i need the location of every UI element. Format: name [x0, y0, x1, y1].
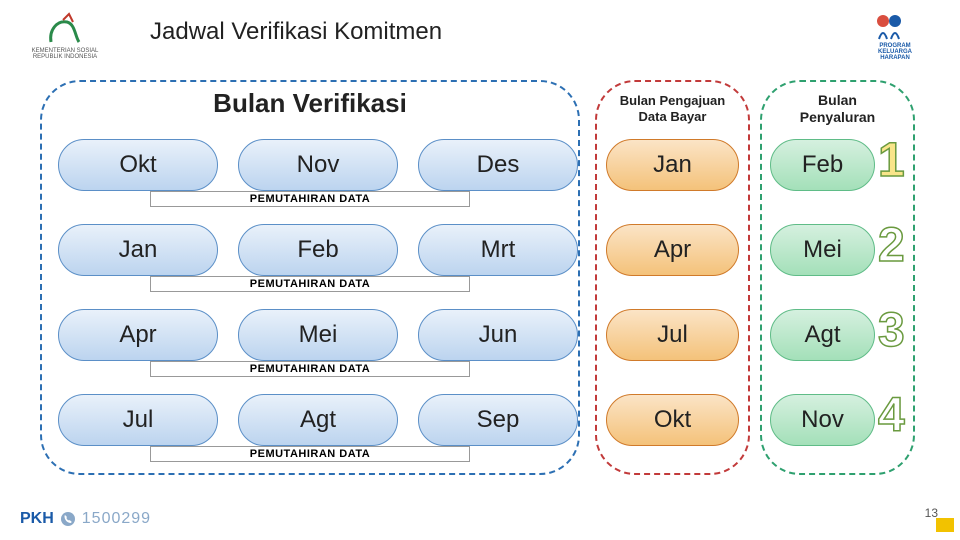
- pengajuan-month-cell: Okt: [606, 394, 739, 446]
- verif-month-cell: Jul: [58, 394, 218, 446]
- logo-right-caption: PROGRAM KELUARGA HARAPAN: [878, 43, 912, 61]
- pengajuan-month-cell: Jan: [606, 139, 739, 191]
- verif-month-cell: Agt: [238, 394, 398, 446]
- verif-month-cell: Nov: [238, 139, 398, 191]
- verif-month-cell: Feb: [238, 224, 398, 276]
- penyaluran-month-cell: Mei: [770, 224, 875, 276]
- accent-block: [936, 518, 954, 532]
- phone-icon: [60, 511, 76, 527]
- stage-number: 4: [878, 388, 905, 443]
- pemutahiran-label: PEMUTAHIRAN DATA: [150, 191, 470, 207]
- hotline-number: 1500299: [82, 510, 151, 528]
- pengajuan-month-cell: Apr: [606, 224, 739, 276]
- pemutahiran-label: PEMUTAHIRAN DATA: [150, 361, 470, 377]
- verif-month-cell: Okt: [58, 139, 218, 191]
- verif-month-cell: Mrt: [418, 224, 578, 276]
- verif-month-cell: Des: [418, 139, 578, 191]
- column-pengajuan-header: Bulan Pengajuan Data Bayar: [597, 88, 748, 124]
- column-penyaluran-header: Bulan Penyaluran: [762, 88, 913, 126]
- schedule-row: Jul Agt SepPEMUTAHIRAN DATA Okt Nov4: [40, 390, 920, 468]
- schedule-grid: Bulan Verifikasi Bulan Pengajuan Data Ba…: [40, 80, 920, 480]
- schedule-row: Jan Feb MrtPEMUTAHIRAN DATA Apr Mei2: [40, 220, 920, 298]
- logo-pkh: PROGRAM KELUARGA HARAPAN: [850, 8, 940, 63]
- penyaluran-month-cell: Feb: [770, 139, 875, 191]
- verif-month-cell: Sep: [418, 394, 578, 446]
- verif-month-cell: Jan: [58, 224, 218, 276]
- logo-left-caption: KEMENTERIAN SOSIAL REPUBLIK INDONESIA: [32, 48, 99, 60]
- verif-month-cell: Jun: [418, 309, 578, 361]
- pengajuan-month-cell: Jul: [606, 309, 739, 361]
- penyaluran-month-cell: Nov: [770, 394, 875, 446]
- pkh-label: PKH: [20, 510, 54, 528]
- verif-month-cell: Apr: [58, 309, 218, 361]
- column-verifikasi-header: Bulan Verifikasi: [42, 88, 578, 119]
- verif-month-cell: Mei: [238, 309, 398, 361]
- pemutahiran-label: PEMUTAHIRAN DATA: [150, 276, 470, 292]
- page-title: Jadwal Verifikasi Komitmen: [110, 8, 850, 46]
- penyaluran-month-cell: Agt: [770, 309, 875, 361]
- stage-number: 2: [878, 218, 905, 273]
- footer-hotline: PKH 1500299: [20, 510, 151, 528]
- logo-kemensos: KEMENTERIAN SOSIAL REPUBLIK INDONESIA: [20, 8, 110, 63]
- pemutahiran-label: PEMUTAHIRAN DATA: [150, 446, 470, 462]
- stage-number: 1: [878, 133, 905, 188]
- schedule-row: Okt Nov DesPEMUTAHIRAN DATA Jan Feb1: [40, 135, 920, 213]
- stage-number: 3: [878, 303, 905, 358]
- schedule-row: Apr Mei JunPEMUTAHIRAN DATA Jul Agt3: [40, 305, 920, 383]
